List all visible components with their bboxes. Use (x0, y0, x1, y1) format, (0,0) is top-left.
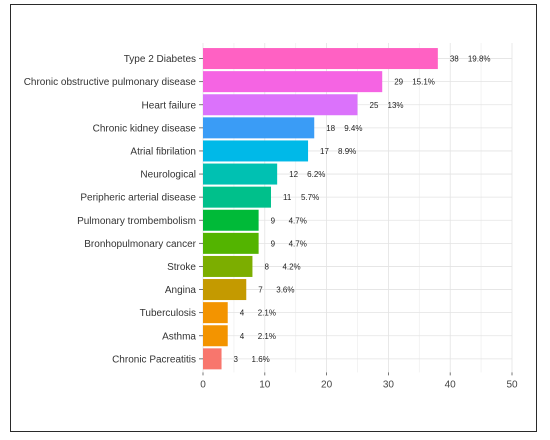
bar (203, 140, 309, 162)
percent-label: 6.2% (307, 170, 325, 179)
gridlines (202, 43, 513, 373)
x-axis: 0 10 20 30 40 50 (199, 58, 518, 390)
category-label: Heart failure (142, 100, 197, 111)
bar (203, 325, 228, 347)
percent-label: 15.1% (412, 78, 435, 87)
x-tick-label: 0 (200, 379, 206, 390)
percent-label: 4.2% (282, 262, 300, 271)
percent-label: 8.9% (338, 147, 356, 156)
bar (203, 163, 278, 185)
bar (203, 232, 259, 254)
bar (203, 209, 259, 231)
category-label: Stroke (167, 262, 196, 273)
category-label: Tuberculosis (140, 308, 196, 319)
x-tick-label: 50 (506, 379, 518, 390)
category-label: Atrial fibrilation (130, 146, 196, 157)
count-label: 18 (326, 124, 335, 133)
bar (203, 302, 228, 324)
percent-label: 19.8% (468, 55, 491, 64)
category-label: Chronic kidney disease (93, 123, 197, 134)
value-labels: 38 19.8%29 15.1%25 13%18 9.4%17 8.9%12 6.2%11 5… (234, 55, 491, 364)
category-label: Bronhopulmonary cancer (84, 239, 196, 250)
percent-label: 2.1% (258, 309, 276, 318)
x-tick-label: 20 (321, 379, 333, 390)
percent-label: 3.6% (276, 286, 294, 295)
x-tick-label: 30 (383, 379, 395, 390)
count-label: 11 (283, 193, 292, 202)
count-label: 3 (234, 355, 239, 364)
bars (203, 48, 438, 370)
x-tick-label: 40 (445, 379, 457, 390)
count-label: 29 (394, 78, 403, 87)
category-label: Type 2 Diabetes (124, 54, 196, 65)
percent-label: 1.6% (252, 355, 270, 364)
count-label: 7 (258, 286, 263, 295)
bar (203, 71, 383, 93)
bar (203, 279, 247, 301)
count-label: 38 (450, 55, 459, 64)
bar (203, 186, 271, 208)
x-tick-label: 10 (259, 379, 271, 390)
bar (203, 348, 222, 370)
category-label: Neurological (140, 170, 196, 181)
category-label: Peripheric arterial disease (80, 193, 196, 204)
percent-label: 2.1% (258, 332, 276, 341)
category-label: Asthma (162, 331, 196, 342)
bar (203, 94, 358, 116)
category-label: Angina (165, 285, 197, 296)
count-label: 12 (289, 170, 298, 179)
count-label: 9 (271, 216, 276, 225)
percent-label: 5.7% (301, 193, 319, 202)
count-label: 17 (320, 147, 329, 156)
bar (203, 48, 438, 70)
count-label: 9 (271, 239, 276, 248)
count-label: 8 (264, 262, 269, 271)
percent-label: 9.4% (344, 124, 362, 133)
category-label: Pulmonary trombembolism (77, 216, 196, 227)
percent-label: 4.7% (289, 239, 307, 248)
count-label: 4 (240, 332, 245, 341)
count-label: 25 (370, 101, 379, 110)
category-labels: Type 2 Diabetes Chronic obstructive pulmo… (24, 54, 197, 365)
category-label: Chronic obstructive pulmonary disease (24, 77, 197, 88)
count-label: 4 (240, 309, 245, 318)
category-label: Chronic Pacreatitis (112, 354, 196, 365)
bar (203, 117, 315, 139)
bar (203, 255, 253, 277)
percent-label: 13% (388, 101, 404, 110)
percent-label: 4.7% (289, 216, 307, 225)
